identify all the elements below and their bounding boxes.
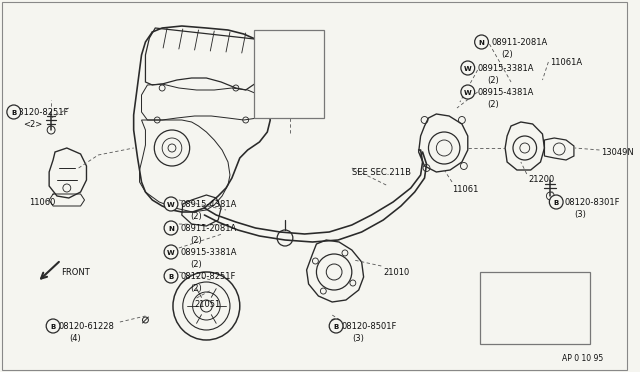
Text: (2): (2) bbox=[191, 212, 202, 221]
Text: 11061: 11061 bbox=[452, 185, 479, 194]
Text: FRONT: FRONT bbox=[61, 268, 90, 277]
Text: 08120-8251F: 08120-8251F bbox=[181, 272, 236, 281]
Text: W: W bbox=[464, 90, 472, 96]
Circle shape bbox=[7, 105, 20, 119]
Circle shape bbox=[475, 35, 488, 49]
Text: (4): (4) bbox=[68, 334, 81, 343]
Circle shape bbox=[329, 319, 343, 333]
Text: (2): (2) bbox=[191, 284, 202, 293]
Text: SEE SEC.211B: SEE SEC.211B bbox=[352, 168, 411, 177]
Text: 13049N: 13049N bbox=[602, 148, 634, 157]
Text: 21200: 21200 bbox=[529, 175, 555, 184]
Bar bbox=[479, 272, 589, 344]
Text: 08915-3381A: 08915-3381A bbox=[477, 64, 534, 73]
Text: B: B bbox=[51, 324, 56, 330]
Circle shape bbox=[549, 195, 563, 209]
Text: W: W bbox=[167, 250, 175, 256]
Text: (2): (2) bbox=[501, 50, 513, 59]
Text: W: W bbox=[464, 66, 472, 72]
Text: B: B bbox=[333, 324, 339, 330]
Text: (2): (2) bbox=[191, 236, 202, 245]
Text: 11061A: 11061A bbox=[550, 58, 582, 67]
Circle shape bbox=[164, 221, 178, 235]
Text: 08120-8501F: 08120-8501F bbox=[342, 322, 397, 331]
Text: (3): (3) bbox=[574, 210, 586, 219]
Text: W: W bbox=[167, 202, 175, 208]
Circle shape bbox=[164, 245, 178, 259]
Text: (2): (2) bbox=[488, 76, 499, 85]
Circle shape bbox=[164, 197, 178, 211]
Text: 21014Z: 21014Z bbox=[523, 290, 555, 299]
Text: 08120-8251F: 08120-8251F bbox=[13, 108, 69, 117]
Text: B: B bbox=[554, 200, 559, 206]
Circle shape bbox=[46, 319, 60, 333]
Text: (2): (2) bbox=[191, 260, 202, 269]
Text: 08911-2081A: 08911-2081A bbox=[181, 224, 237, 233]
Text: 08915-4381A: 08915-4381A bbox=[477, 88, 534, 97]
Text: 08915-4381A: 08915-4381A bbox=[181, 200, 237, 209]
Text: B: B bbox=[11, 110, 17, 116]
Text: 21010: 21010 bbox=[383, 268, 410, 277]
Text: 22630: 22630 bbox=[276, 42, 304, 51]
Text: 21051: 21051 bbox=[195, 300, 221, 309]
Text: (2): (2) bbox=[488, 100, 499, 109]
Circle shape bbox=[461, 61, 475, 75]
Text: B: B bbox=[168, 274, 173, 280]
Text: 08915-3381A: 08915-3381A bbox=[181, 248, 237, 257]
Circle shape bbox=[164, 269, 178, 283]
Text: 08120-61228: 08120-61228 bbox=[59, 322, 115, 331]
Text: N: N bbox=[168, 226, 174, 232]
Text: (3): (3) bbox=[352, 334, 364, 343]
Text: N: N bbox=[479, 40, 484, 46]
Text: 11060: 11060 bbox=[29, 198, 56, 207]
Text: 08120-8301F: 08120-8301F bbox=[564, 198, 620, 207]
Bar bbox=[253, 30, 324, 118]
Text: <2>: <2> bbox=[24, 120, 43, 129]
Text: AP 0 10 95: AP 0 10 95 bbox=[562, 354, 604, 363]
Text: 08911-2081A: 08911-2081A bbox=[492, 38, 548, 47]
Circle shape bbox=[461, 85, 475, 99]
